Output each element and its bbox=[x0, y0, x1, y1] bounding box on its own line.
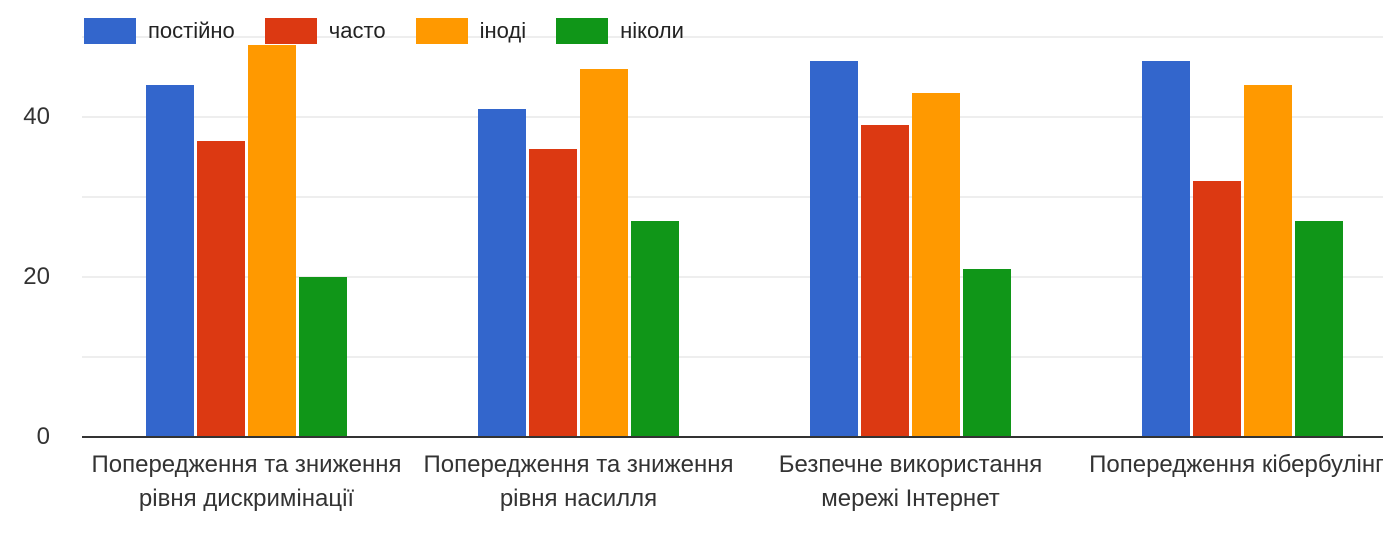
bar bbox=[197, 141, 245, 437]
x-category-label: Попередження та зниження рівня дискримін… bbox=[91, 451, 402, 512]
legend-item: часто bbox=[264, 18, 386, 44]
legend-swatch bbox=[264, 18, 317, 44]
y-tick-label: 20 bbox=[23, 263, 50, 290]
x-category-label: Попередження та зниження рівня насилля bbox=[423, 451, 734, 512]
bar bbox=[299, 277, 347, 437]
x-category-label: Попередження кібербулінгу bbox=[1089, 451, 1383, 478]
bar bbox=[580, 69, 628, 437]
legend-item: ніколи bbox=[556, 18, 684, 44]
legend-label: іноді bbox=[479, 18, 527, 43]
bars bbox=[146, 45, 1343, 437]
legend-swatch bbox=[415, 18, 468, 44]
legend-item: постійно bbox=[84, 18, 235, 44]
bar bbox=[810, 61, 858, 437]
bar bbox=[1142, 61, 1190, 437]
bar bbox=[861, 125, 909, 437]
bar bbox=[1295, 221, 1343, 437]
bar bbox=[529, 149, 577, 437]
bar bbox=[1193, 181, 1241, 437]
legend-label: часто bbox=[328, 18, 386, 43]
legend-item: іноді bbox=[415, 18, 527, 44]
legend-label: постійно bbox=[148, 18, 235, 43]
bar bbox=[146, 85, 194, 437]
legend-label: ніколи bbox=[620, 18, 684, 43]
y-tick-label: 40 bbox=[23, 103, 50, 130]
legend: постійно часто іноді ніколи bbox=[84, 18, 684, 44]
bar bbox=[963, 269, 1011, 437]
bar bbox=[912, 93, 960, 437]
bar bbox=[1244, 85, 1292, 437]
legend-swatch bbox=[84, 18, 136, 44]
y-tick-label: 0 bbox=[36, 423, 50, 450]
x-category-label: Безпечне використання мережі Інтернет bbox=[778, 451, 1043, 512]
legend-swatch bbox=[556, 18, 609, 44]
bar bbox=[478, 109, 526, 437]
bar bbox=[631, 221, 679, 437]
bar bbox=[248, 45, 296, 437]
